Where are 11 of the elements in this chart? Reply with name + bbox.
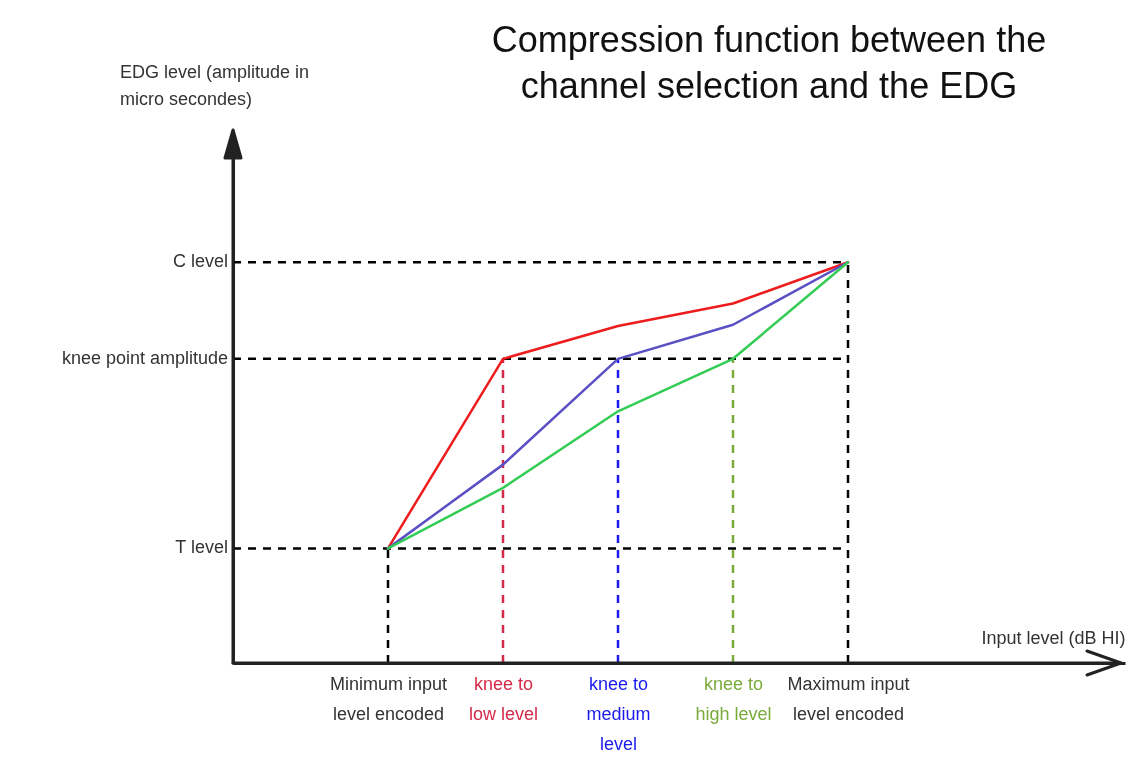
text: EDG level (amplitude in micro secondes) (120, 62, 310, 109)
x-axis-title: Input level (dB HI) (981, 627, 1126, 648)
x-tick-label: knee to low level (468, 673, 539, 724)
x-tick-label: knee to medium level (586, 673, 651, 754)
ref-line-label: C level (172, 251, 228, 272)
ref-line-label: knee point amplitude (61, 347, 228, 368)
ref-line-label: T level (175, 537, 228, 558)
x-tick-label: knee to high level (695, 673, 772, 724)
x-tick-label: Maximum input level encoded (787, 673, 910, 724)
x-tick-label: Minimum input level encoded (329, 673, 448, 724)
chart-title: Compression function between the channel selection and the EDG (491, 19, 1047, 106)
